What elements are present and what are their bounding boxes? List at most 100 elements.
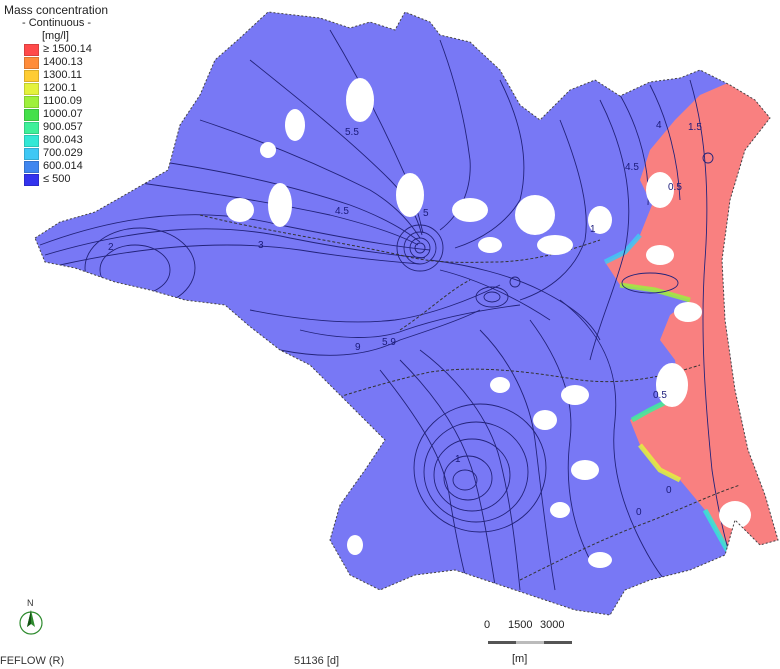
software-label: FEFLOW (R)	[0, 655, 65, 667]
isoline	[509, 276, 521, 288]
scale-bar-segment	[516, 641, 544, 644]
isoline-label: 4.5	[335, 206, 349, 217]
isoline	[39, 214, 431, 251]
legend-swatch	[24, 147, 39, 160]
island	[260, 142, 276, 158]
legend-label: 1100.09	[43, 95, 82, 107]
island	[478, 237, 502, 253]
isoline-label: 0	[666, 485, 672, 496]
legend-label: 800.043	[43, 134, 83, 146]
isoline	[403, 231, 437, 265]
legend: Mass concentration - Continuous - [mg/l]…	[4, 4, 108, 186]
legend-label: ≥ 1500.14	[43, 43, 92, 55]
legend-entry: 1000.07	[24, 108, 108, 121]
island	[588, 206, 612, 234]
isoline	[589, 99, 630, 361]
island	[347, 535, 363, 555]
island	[719, 501, 751, 529]
legend-title: Mass concentration	[4, 3, 109, 17]
isoline-label: 4.5	[625, 162, 639, 173]
isoline-label: 5.5	[345, 127, 359, 138]
north-label: N	[27, 598, 34, 608]
legend-subtitle: - Continuous -	[22, 17, 92, 29]
isoline	[439, 269, 551, 321]
isolines	[39, 29, 731, 591]
isoline-labels: 2 3 4.5 5.5 5 9 5.9 1 1 4.5 0.5 1.5 4 0.…	[108, 120, 702, 518]
scale-bar: 0 1500 3000 [m]	[482, 619, 592, 669]
isoline	[44, 228, 426, 259]
legend-entry: 1200.1	[24, 82, 108, 95]
isoline	[479, 329, 556, 591]
isoline	[199, 119, 421, 239]
isoline	[419, 349, 521, 591]
island	[561, 385, 589, 405]
island	[571, 460, 599, 480]
isoline	[149, 159, 421, 243]
island	[515, 195, 555, 235]
scale-bar-segment	[544, 641, 572, 644]
isoline	[483, 291, 501, 303]
scale-unit: [m]	[512, 653, 528, 665]
island	[588, 552, 612, 568]
island	[674, 302, 702, 322]
isoline-label: 1	[590, 224, 596, 235]
legend-swatch	[24, 43, 39, 56]
isoline	[299, 304, 521, 338]
island	[646, 245, 674, 265]
isoline	[702, 152, 714, 164]
isoline	[423, 421, 529, 523]
north-arrow-icon: N	[19, 598, 43, 635]
island	[533, 410, 557, 430]
isoline	[279, 309, 481, 356]
subdomain-boundaries	[199, 214, 741, 581]
scale-tick-3000: 3000	[540, 619, 565, 631]
legend-swatch	[24, 134, 39, 147]
isoline	[399, 359, 496, 586]
legend-swatch	[24, 121, 39, 134]
scale-tick-0: 0	[484, 619, 491, 631]
inactive-areas	[226, 78, 751, 568]
island	[226, 198, 254, 222]
legend-swatch	[24, 82, 39, 95]
legend-swatch	[24, 108, 39, 121]
isoline-label: 0.5	[653, 390, 667, 401]
island	[550, 502, 570, 518]
legend-entry: 600.014	[24, 160, 108, 173]
legend-swatch	[24, 69, 39, 82]
island	[285, 109, 305, 141]
legend-label: 900.057	[43, 121, 83, 133]
isoline	[475, 286, 509, 308]
isoline	[454, 79, 525, 249]
legend-label: ≤ 500	[43, 173, 71, 185]
legend-label: 1200.1	[43, 82, 77, 94]
isoline	[529, 319, 591, 561]
legend-entry: 800.043	[24, 134, 108, 147]
isoline-label: 5.9	[382, 337, 396, 348]
simulation-time: 51136 [d]	[294, 655, 340, 667]
isoline-label: 0.5	[668, 182, 682, 193]
island	[268, 183, 292, 227]
island	[490, 377, 510, 393]
isoline	[414, 242, 426, 254]
isoline-label: 1.5	[688, 122, 702, 133]
island	[346, 78, 374, 122]
island	[452, 198, 488, 222]
legend-entry: ≥ 1500.14	[24, 43, 108, 56]
isoline	[621, 272, 679, 294]
isoline	[409, 237, 431, 259]
legend-entries: ≥ 1500.14 1400.13 1300.11 1200.1 1100.09…	[4, 43, 108, 186]
legend-entry: 1100.09	[24, 95, 108, 108]
legend-entry: 700.029	[24, 147, 108, 160]
isoline-label: 2	[108, 242, 114, 253]
scale-bar-segment	[488, 641, 516, 644]
island	[646, 172, 674, 208]
legend-label: 1400.13	[43, 56, 83, 68]
isoline	[443, 455, 493, 501]
legend-entry: 1300.11	[24, 69, 108, 82]
island	[656, 363, 688, 407]
legend-entry: 1400.13	[24, 56, 108, 69]
legend-label: 600.014	[43, 160, 83, 172]
isoline	[689, 79, 731, 556]
model-domain	[35, 12, 778, 615]
isoline-label: 9	[355, 342, 361, 353]
